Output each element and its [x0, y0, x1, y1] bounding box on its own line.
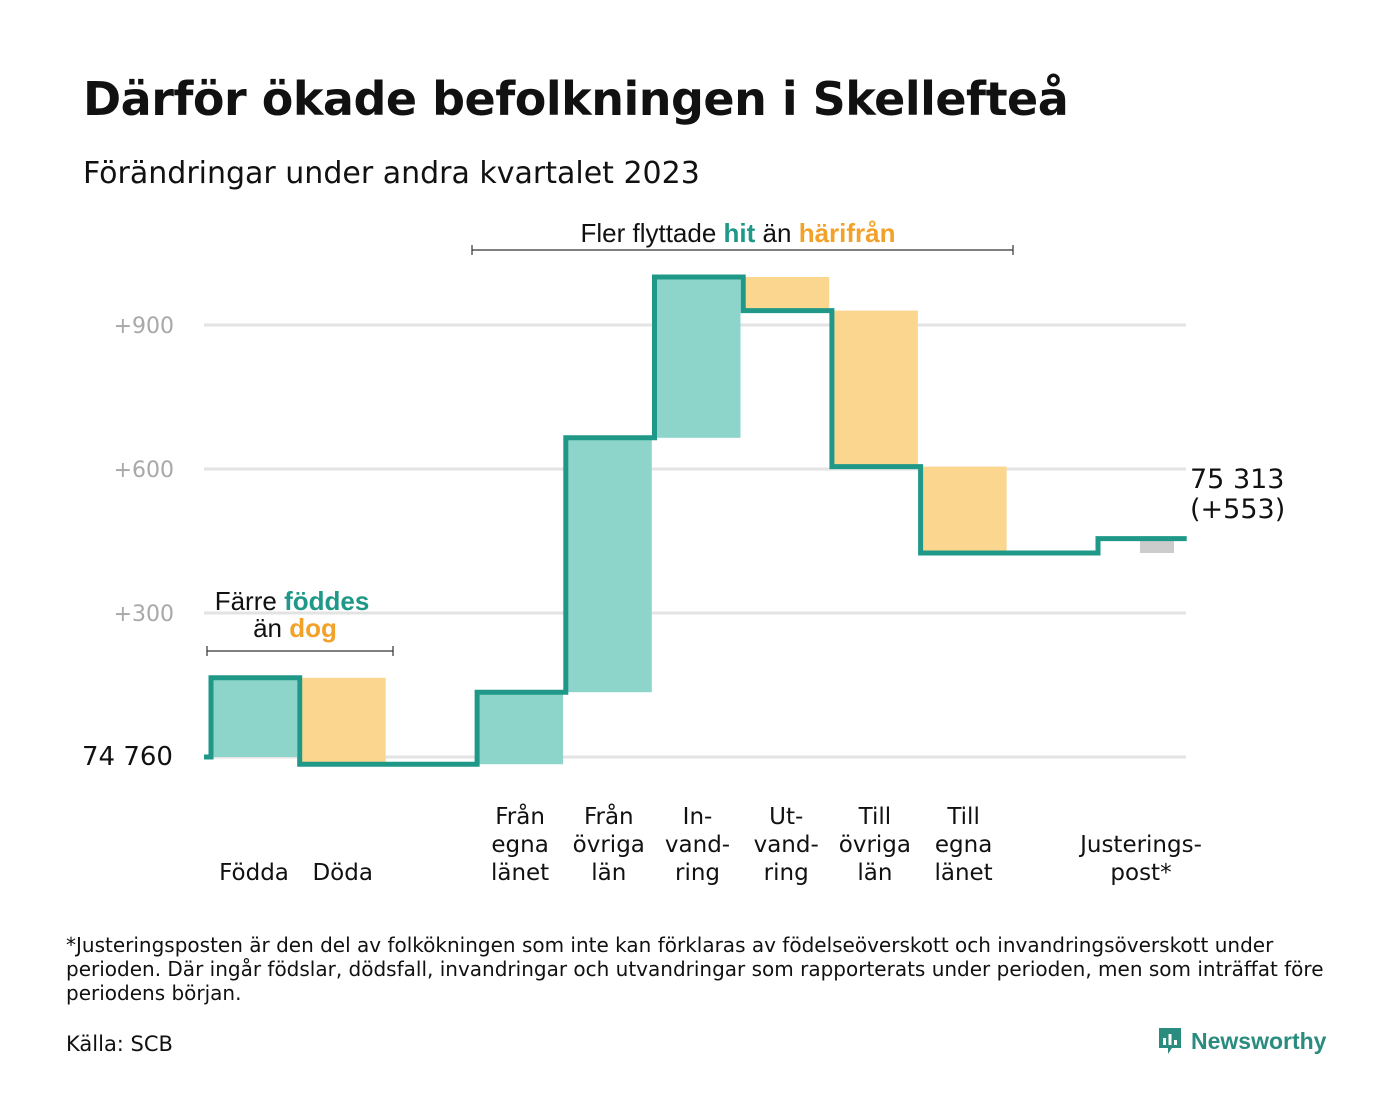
category-label: Födda [219, 860, 289, 886]
category-label: egna [491, 832, 548, 858]
brand-logo: Newsworthy [1157, 1026, 1326, 1056]
category-label: Döda [312, 860, 372, 886]
source-label: Källa: SCB [66, 1032, 173, 1056]
start-value-label: 74 760 [82, 742, 173, 772]
category-label: In- [683, 804, 713, 830]
brand-name: Newsworthy [1191, 1027, 1327, 1054]
waterfall-chart: +300+600+900 Födda DödaFrånegnalänetFrånö… [82, 218, 1285, 886]
category-label: Från [495, 802, 545, 830]
end-change-label: (+553) [1190, 494, 1285, 525]
category-label: länet [934, 860, 992, 886]
natural-annotation-line1: Färre föddes [215, 586, 370, 616]
category-label: Från [584, 802, 634, 830]
category-label: Justerings- [1078, 832, 1202, 858]
category-label: län [857, 860, 892, 886]
category-label: egna [935, 832, 992, 858]
end-value-label: 75 313 [1190, 464, 1284, 495]
natural-annotation-line2: än dog [253, 613, 337, 643]
category-label: länet [491, 860, 549, 886]
category-labels: Födda DödaFrånegnalänetFrånövrigalänIn-va… [219, 802, 1202, 886]
bars [211, 277, 1174, 765]
chart-subtitle: Förändringar under andra kvartalet 2023 [83, 156, 700, 191]
category-label: post* [1110, 860, 1171, 886]
waterfall-bar [654, 277, 741, 438]
running-total-step-line [204, 274, 1187, 767]
category-label: Till [858, 804, 892, 830]
y-tick-label: +600 [114, 458, 174, 483]
waterfall-bar [920, 466, 1007, 553]
y-tick-label: +900 [114, 314, 174, 339]
waterfall-bar [743, 277, 830, 311]
category-label: ring [764, 860, 809, 886]
category-label: vand- [754, 832, 819, 858]
footnote: *Justeringsposten är den del av folkökni… [66, 933, 1324, 1005]
waterfall-bar [831, 310, 918, 467]
newsworthy-icon [1159, 1028, 1181, 1054]
category-label: Till [946, 804, 980, 830]
y-axis-ticks: +300 +600 +900 [114, 314, 174, 627]
y-tick-label: +300 [114, 602, 174, 627]
natural-change-annotation: Färre föddes än dog [206, 586, 394, 656]
category-label: Ut- [769, 804, 803, 830]
category-label: övriga [839, 832, 911, 858]
category-label: län [591, 860, 626, 886]
migration-annotation-text: Fler flyttade hit än härifrån [580, 218, 895, 248]
waterfall-bar [1140, 538, 1174, 553]
chart-title: Därför ökade befolkningen i Skellefteå [83, 72, 1069, 126]
migration-annotation: Fler flyttade hit än härifrån [471, 218, 1014, 255]
category-label: övriga [573, 832, 645, 858]
running-total-line [204, 274, 1187, 767]
category-label: vand- [665, 832, 730, 858]
waterfall-bar [565, 437, 652, 693]
waterfall-bar [477, 692, 564, 765]
category-label: ring [675, 860, 720, 886]
waterfall-bar [299, 677, 386, 765]
waterfall-bar [211, 677, 297, 757]
